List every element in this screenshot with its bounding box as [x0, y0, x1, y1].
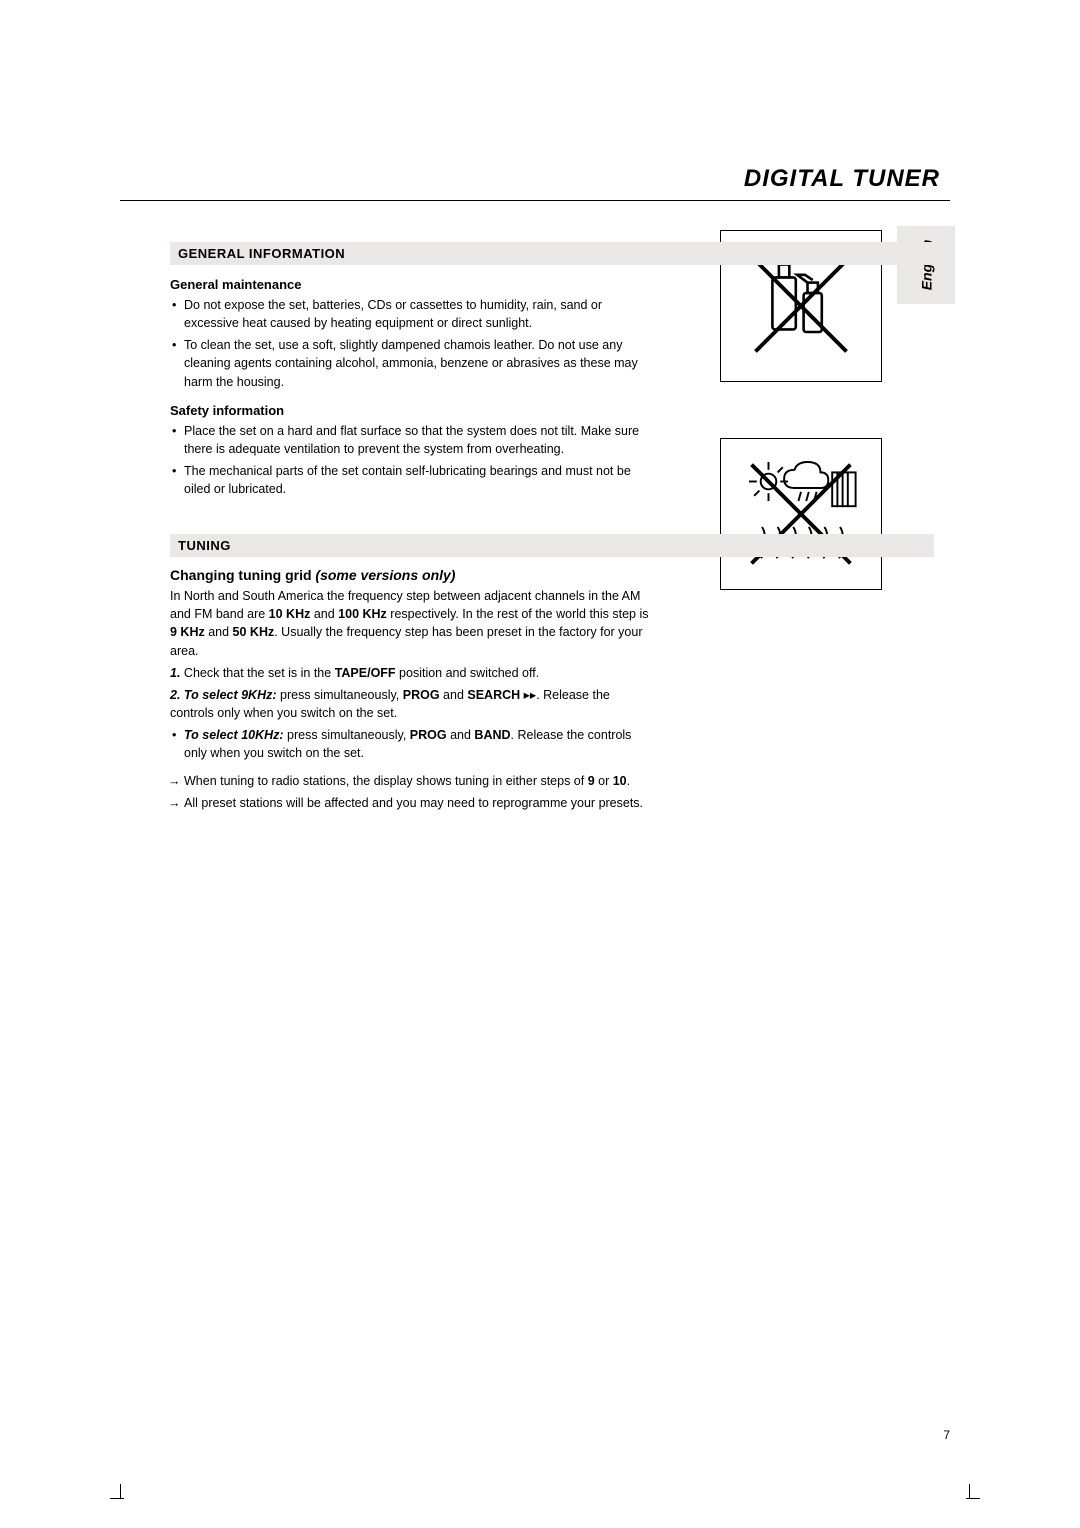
heading-tuning-ital: (some versions only)	[312, 567, 456, 583]
tuning-intro: In North and South America the frequency…	[170, 587, 650, 660]
maintenance-body: Do not expose the set, batteries, CDs or…	[170, 296, 650, 391]
title-rule	[120, 200, 950, 201]
crop-mark-icon	[110, 1488, 130, 1508]
list-item: To clean the set, use a soft, slightly d…	[170, 336, 650, 390]
tuning-body: In North and South America the frequency…	[170, 587, 650, 812]
safety-body: Place the set on a hard and flat surface…	[170, 422, 650, 499]
content-column: GENERAL INFORMATION General maintenance …	[170, 226, 825, 817]
list-item: The mechanical parts of the set contain …	[170, 462, 650, 498]
section-bar-tuning: TUNING	[170, 534, 934, 557]
manual-page: DIGITAL TUNER English	[0, 0, 1080, 1528]
heading-safety: Safety information	[170, 403, 825, 418]
step-1: 1. Check that the set is in the TAPE/OFF…	[170, 664, 650, 682]
arrow-item: All preset stations will be affected and…	[170, 794, 650, 812]
page-title: DIGITAL TUNER	[744, 165, 940, 193]
heading-tuning-grid: Changing tuning grid (some versions only…	[170, 567, 825, 583]
list-item: To select 10KHz: press simultaneously, P…	[170, 726, 650, 762]
safety-bullets: Place the set on a hard and flat surface…	[170, 422, 650, 499]
heading-tuning-main: Changing tuning grid	[170, 567, 312, 583]
section-bar-general: GENERAL INFORMATION	[170, 242, 934, 265]
list-item: Place the set on a hard and flat surface…	[170, 422, 650, 458]
page-number: 7	[943, 1428, 950, 1442]
language-tab: English	[897, 226, 955, 304]
step-num: 2.	[170, 688, 180, 702]
step-2: 2. To select 9KHz: press simultaneously,…	[170, 686, 650, 722]
crop-mark-icon	[960, 1488, 980, 1508]
step-text: To select 9KHz: press simultaneously, PR…	[170, 688, 610, 720]
list-item: Do not expose the set, batteries, CDs or…	[170, 296, 650, 332]
step-text: Check that the set is in the TAPE/OFF po…	[180, 666, 539, 680]
tuning-bullets: To select 10KHz: press simultaneously, P…	[170, 726, 650, 762]
arrow-item: When tuning to radio stations, the displ…	[170, 772, 650, 790]
heading-maintenance: General maintenance	[170, 277, 825, 292]
tuning-steps: 1. Check that the set is in the TAPE/OFF…	[170, 664, 650, 722]
step-num: 1.	[170, 666, 180, 680]
maintenance-bullets: Do not expose the set, batteries, CDs or…	[170, 296, 650, 391]
